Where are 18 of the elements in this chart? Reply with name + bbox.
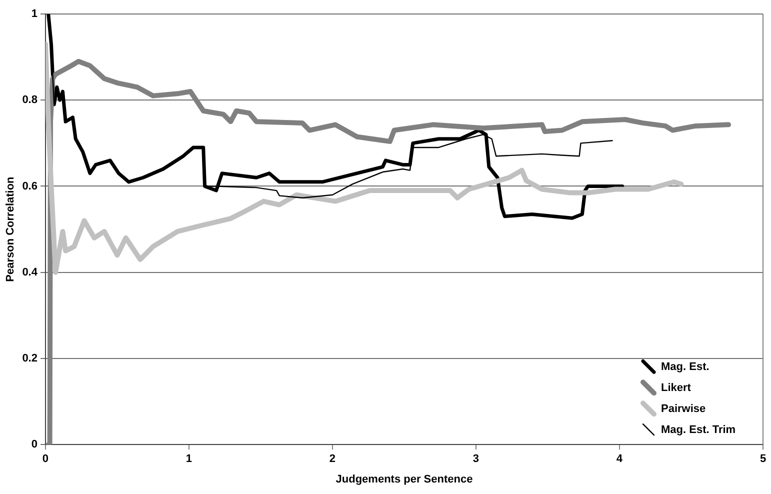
y-tick-label: 0 xyxy=(31,438,38,451)
y-tick-label: 0.4 xyxy=(22,266,38,278)
x-axis-title: Judgements per Sentence xyxy=(336,473,473,486)
x-tick-label: 5 xyxy=(760,453,766,466)
y-tick-label: 1 xyxy=(31,8,38,20)
legend-label: Mag. Est. xyxy=(661,361,710,374)
y-tick-label: 0.8 xyxy=(22,94,38,106)
x-tick-label: 4 xyxy=(616,453,624,466)
legend-label: Pairwise xyxy=(661,403,706,416)
x-tick-label: 2 xyxy=(329,453,336,466)
legend-label: Mag. Est. Trim xyxy=(661,424,736,436)
y-tick-label: 0.2 xyxy=(22,352,38,365)
y-tick-label: 0.6 xyxy=(22,180,38,192)
legend-label: Likert xyxy=(661,382,692,394)
y-axis-title: Pearson Correlation xyxy=(4,176,17,282)
x-tick-label: 0 xyxy=(42,453,49,466)
x-tick-label: 1 xyxy=(186,453,192,466)
x-tick-label: 3 xyxy=(472,453,480,466)
